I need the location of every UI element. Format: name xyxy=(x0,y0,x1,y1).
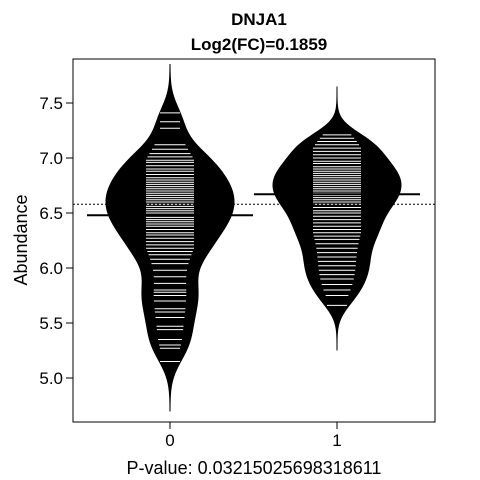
bean-density-0 xyxy=(105,64,235,412)
y-axis: 5.0 5.5 6.0 6.5 7.0 7.5 xyxy=(39,94,74,388)
y-tick-label: 5.0 xyxy=(39,369,63,388)
beans-layer xyxy=(87,64,420,412)
y-tick-label: 6.0 xyxy=(39,259,63,278)
y-tick-label: 5.5 xyxy=(39,314,63,333)
chart-title: DNJA1 xyxy=(231,10,287,29)
x-tick-label: 1 xyxy=(332,431,341,450)
y-tick-label: 6.5 xyxy=(39,204,63,223)
x-axis-title: P-value: 0.03215025698318611 xyxy=(127,458,382,478)
y-tick-label: 7.5 xyxy=(39,94,63,113)
y-tick-label: 7.0 xyxy=(39,149,63,168)
x-tick-label: 0 xyxy=(165,431,174,450)
y-axis-title: Abundance xyxy=(11,194,31,285)
bean-density-1 xyxy=(272,86,402,351)
chart-subtitle: Log2(FC)=0.1859 xyxy=(191,35,328,54)
